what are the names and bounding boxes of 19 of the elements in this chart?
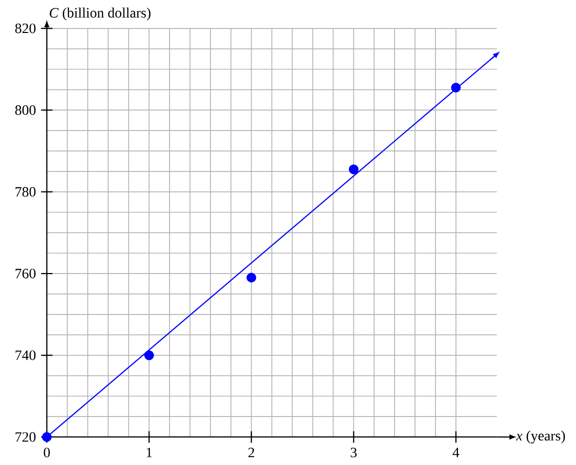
y-tick-label: 720 bbox=[16, 432, 36, 442]
point bbox=[451, 82, 461, 93]
point bbox=[144, 350, 154, 360]
point bbox=[42, 432, 52, 442]
y-tick-label: 800 bbox=[15, 105, 36, 115]
x-tick-label: 2 bbox=[248, 448, 254, 458]
point bbox=[246, 272, 256, 283]
x-tick-label: 4 bbox=[452, 448, 460, 458]
y-tick-label: 780 bbox=[16, 187, 36, 197]
x-tick-label: 0 bbox=[44, 448, 50, 458]
x-tick-label: 3 bbox=[350, 448, 357, 458]
y-axis-title: C (billion dollars) bbox=[50, 8, 150, 21]
point bbox=[348, 164, 358, 174]
y-tick-label: 740 bbox=[16, 350, 36, 360]
y-tick-label: 760 bbox=[16, 268, 36, 278]
y-tick-label: 820 bbox=[15, 24, 36, 34]
point bbox=[492, 51, 500, 58]
x-axis-title: x (years) bbox=[516, 430, 565, 444]
x-tick-label: 1 bbox=[146, 448, 152, 458]
